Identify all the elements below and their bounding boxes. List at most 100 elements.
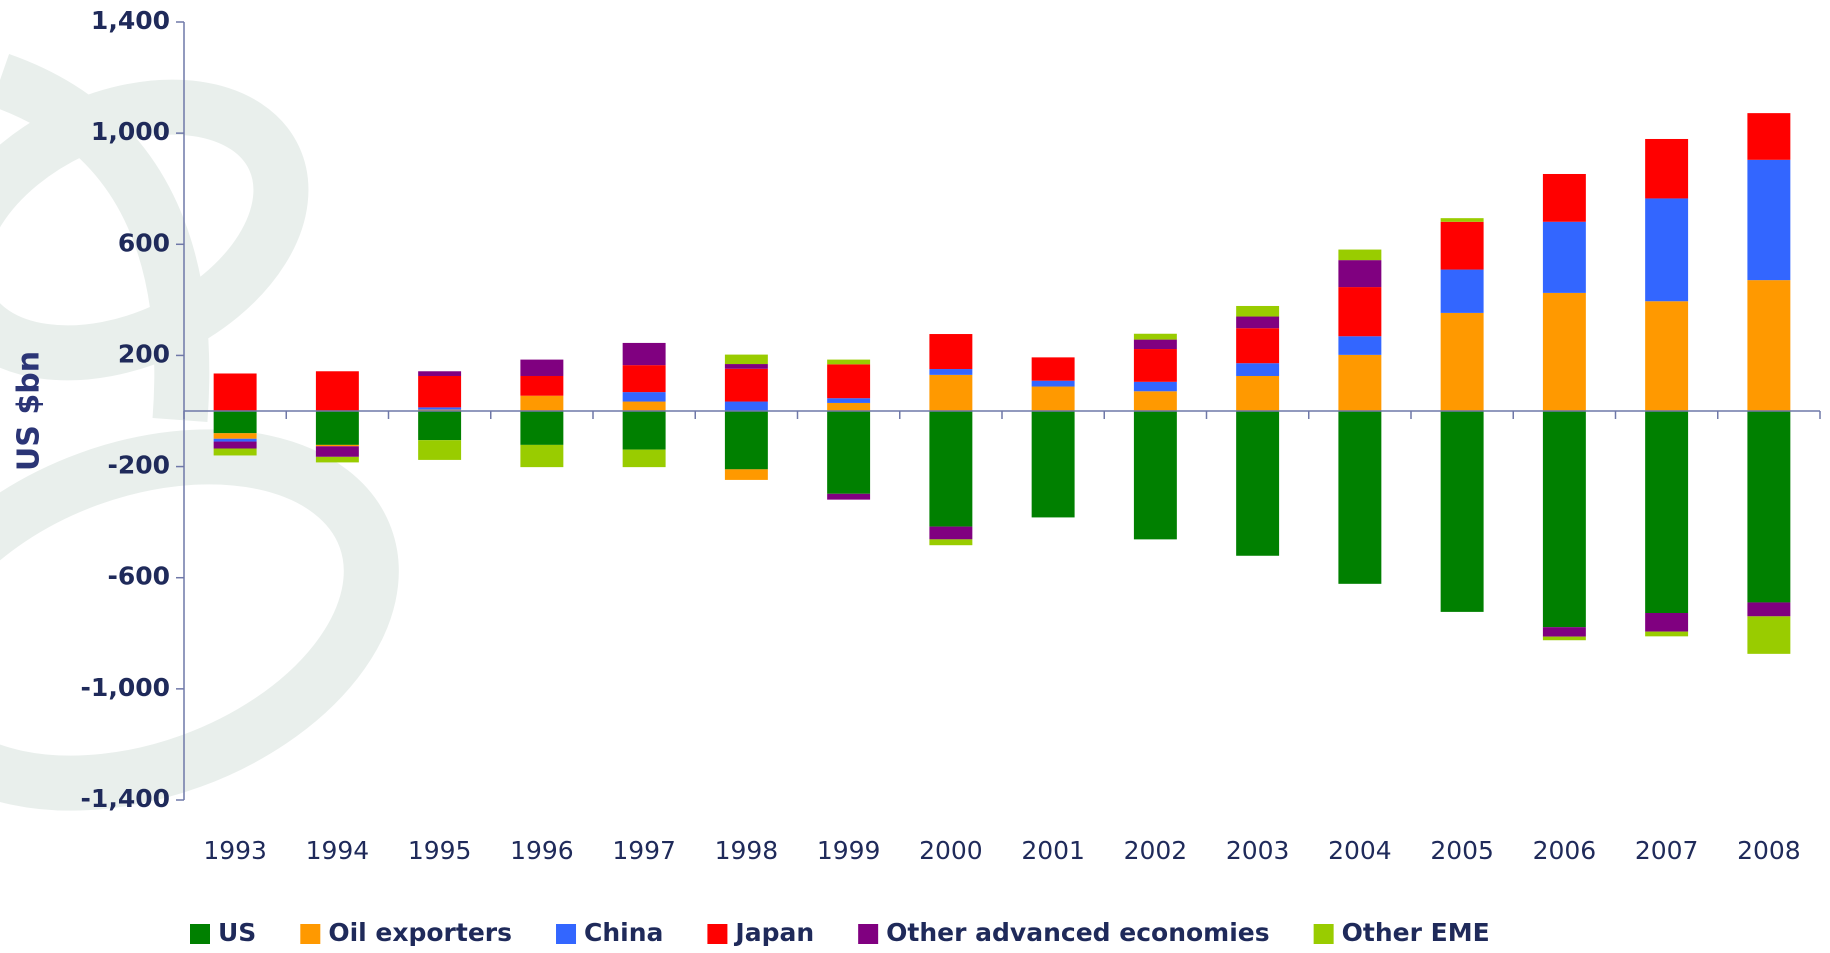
bar-segment xyxy=(622,449,666,468)
bar-segment xyxy=(1747,113,1791,160)
bar-segment xyxy=(827,493,871,500)
x-tick-label: 1999 xyxy=(817,836,881,865)
bar-segment xyxy=(929,526,973,540)
bar-segment xyxy=(418,407,462,410)
bar-segment xyxy=(827,359,871,365)
bar-segment xyxy=(1747,280,1791,411)
bar-segment xyxy=(1747,411,1791,603)
bar-segment xyxy=(1133,339,1177,350)
legend-label: Japan xyxy=(733,918,814,947)
x-tick-label: 1996 xyxy=(510,836,574,865)
bar-segment xyxy=(213,373,257,411)
bar-segment xyxy=(1747,602,1791,617)
bar-segment xyxy=(418,411,462,441)
bar-segment xyxy=(1542,221,1586,293)
legend-swatch xyxy=(556,924,577,944)
bar-segment xyxy=(622,401,666,411)
bar-segment xyxy=(418,440,462,460)
y-tick-label: 200 xyxy=(118,339,170,368)
bar-segment xyxy=(724,411,768,470)
bar-segment xyxy=(1338,287,1382,337)
bar-segment xyxy=(929,334,973,370)
bar-segment xyxy=(622,342,666,366)
bar-segment xyxy=(520,359,564,376)
bar-segment xyxy=(1542,292,1586,411)
legend-label: US xyxy=(218,918,256,947)
bar-segment xyxy=(1133,333,1177,340)
legend-swatch xyxy=(190,924,210,944)
bar-segment xyxy=(929,374,973,411)
bar-segment xyxy=(827,398,871,403)
x-tick-label: 2004 xyxy=(1328,836,1392,865)
bar-segment xyxy=(724,469,768,480)
legend-label: Other advanced economies xyxy=(886,918,1269,947)
x-tick-label: 2006 xyxy=(1533,836,1597,865)
x-tick-label: 2007 xyxy=(1635,836,1699,865)
bar-segment xyxy=(724,364,768,369)
y-tick-label: -1,000 xyxy=(81,673,170,702)
bar-segment xyxy=(1031,380,1075,387)
bar-segment xyxy=(520,411,564,445)
bar-segment xyxy=(1645,411,1689,614)
bar-segment xyxy=(1747,159,1791,281)
bar-segment xyxy=(520,395,564,411)
bar-segment xyxy=(315,444,359,447)
bar-segment xyxy=(315,456,359,463)
y-tick-label: -200 xyxy=(107,451,170,480)
bar-segment xyxy=(929,411,973,527)
bar-segment xyxy=(1542,636,1586,641)
bar-segment xyxy=(1747,616,1791,654)
bar-segment xyxy=(315,411,359,445)
x-tick-label: 1994 xyxy=(306,836,370,865)
bar-segment xyxy=(1031,386,1075,411)
legend-label: Oil exporters xyxy=(328,918,512,947)
bar-segment xyxy=(929,539,973,546)
bar-segment xyxy=(1338,411,1382,584)
bar-segment xyxy=(213,441,257,449)
bar-segment xyxy=(1236,328,1280,364)
bar-segment xyxy=(1645,631,1689,637)
bar-segment xyxy=(724,401,768,411)
x-tick-label: 1993 xyxy=(203,836,267,865)
bar-segment xyxy=(213,411,257,434)
x-tick-label: 1997 xyxy=(612,836,676,865)
bar-segment xyxy=(1031,411,1075,518)
y-tick-label: 600 xyxy=(118,228,170,257)
bar-segment xyxy=(1542,627,1586,637)
y-tick-label: 1,000 xyxy=(91,117,170,146)
bar-segment xyxy=(1236,305,1280,317)
bar-segment xyxy=(724,354,768,365)
bar-segment xyxy=(724,368,768,402)
bar-segment xyxy=(827,402,871,411)
x-tick-label: 2003 xyxy=(1226,836,1290,865)
legend-swatch xyxy=(707,924,728,944)
bar-segment xyxy=(315,446,359,457)
bar-segment xyxy=(1440,218,1484,222)
bar-segment xyxy=(1338,354,1382,411)
bar-segment xyxy=(1645,301,1689,411)
bar-segment xyxy=(1236,316,1280,329)
bar-segment xyxy=(1133,391,1177,411)
bar-segment xyxy=(418,371,462,376)
bar-segment xyxy=(1542,411,1586,628)
x-tick-label: 2002 xyxy=(1124,836,1188,865)
y-axis-title: US $bn xyxy=(12,351,47,471)
bar-segment xyxy=(1338,336,1382,355)
bar-segment xyxy=(1236,411,1280,556)
bar-segment xyxy=(418,375,462,408)
bar-segment xyxy=(622,392,666,402)
bar-segment xyxy=(1236,375,1280,411)
legend-swatch xyxy=(300,924,321,944)
legend-swatch xyxy=(858,924,879,944)
bar-segment xyxy=(1133,411,1177,540)
bar-segment xyxy=(1133,349,1177,382)
bar-segment xyxy=(1440,312,1484,411)
x-tick-label: 2001 xyxy=(1021,836,1085,865)
y-tick-label: -600 xyxy=(107,562,170,591)
bar-segment xyxy=(929,369,973,375)
bar-segment xyxy=(1338,249,1382,261)
bar-segment xyxy=(1236,363,1280,376)
y-tick-label: 1,400 xyxy=(91,6,170,35)
legend-swatch xyxy=(1313,924,1334,944)
